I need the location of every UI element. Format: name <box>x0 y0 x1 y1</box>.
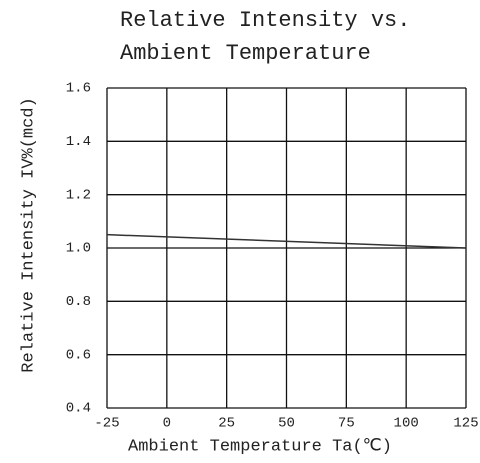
y-tick-label: 1.6 <box>66 81 91 97</box>
x-tick-label: 25 <box>218 416 235 432</box>
y-tick-label: 0.6 <box>66 347 91 363</box>
chart-title: Ambient Temperature <box>120 41 371 66</box>
y-tick-label: 0.8 <box>66 294 91 310</box>
chart-title: Relative Intensity vs. <box>120 8 410 33</box>
x-axis-label: Ambient Temperature Ta(℃) <box>128 437 392 456</box>
x-tick-label: 75 <box>338 416 355 432</box>
series-line <box>106 233 467 249</box>
y-axis-label: Relative Intensity IV%(mcd) <box>19 97 38 372</box>
x-tick-label: 125 <box>453 416 478 432</box>
y-tick-label: 0.4 <box>66 401 91 417</box>
x-tick-label: 50 <box>278 416 295 432</box>
y-tick-label: 1.4 <box>66 134 91 150</box>
y-tick-label: 1.0 <box>66 241 91 257</box>
y-tick-label: 1.2 <box>66 187 91 203</box>
x-tick-label: 0 <box>163 416 171 432</box>
x-tick-label: 100 <box>394 416 419 432</box>
x-tick-label: -25 <box>94 416 119 432</box>
